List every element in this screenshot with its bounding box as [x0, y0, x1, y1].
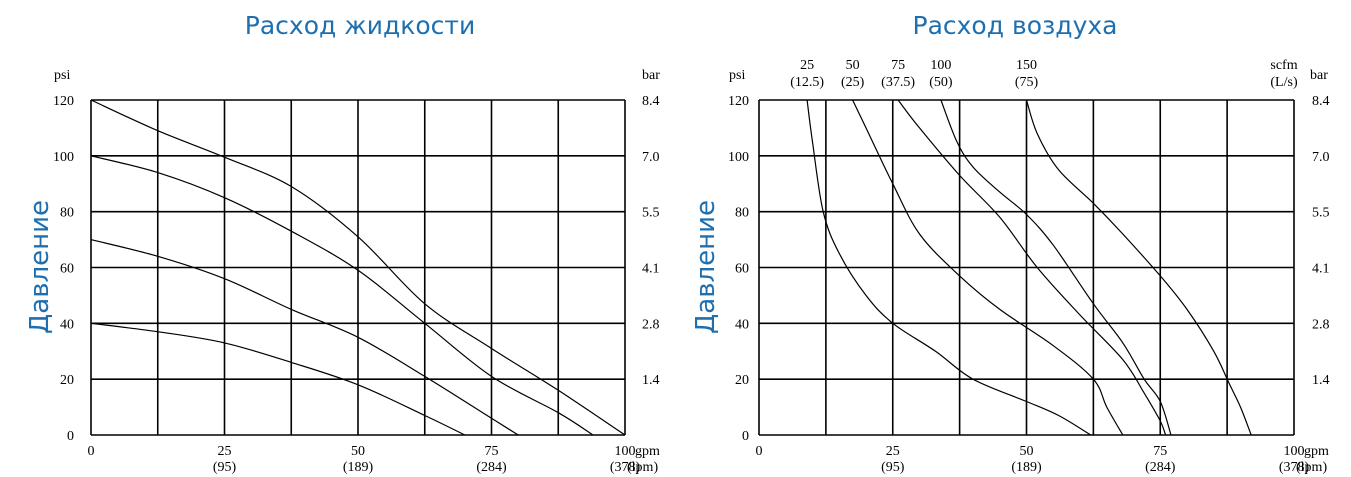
- top-curve-label: 25: [800, 58, 814, 73]
- y-tick-label: 40: [735, 317, 749, 332]
- x-tick-sublabel: (189): [343, 460, 374, 475]
- x-tick-label: 100: [615, 444, 636, 459]
- y-tick-label: 0: [742, 429, 749, 444]
- y-tick-label-right: 8.4: [642, 94, 660, 109]
- x-tick-sublabel: (95): [213, 460, 237, 475]
- y-tick-label: 80: [60, 206, 74, 221]
- y-tick-label: 60: [735, 262, 749, 277]
- series-line-3: [90, 239, 519, 436]
- x-tick-sublabel: (284): [1145, 460, 1176, 475]
- y-tick-label: 100: [728, 150, 749, 165]
- top-curve-sublabel: (50): [929, 75, 953, 90]
- top-curve-sublabel: (75): [1015, 75, 1039, 90]
- x-tick-sublabel: (378): [610, 460, 641, 475]
- top-curve-sublabel: (37.5): [881, 75, 915, 90]
- x-tick-sublabel: (95): [881, 460, 905, 475]
- x-tick-sublabel: (284): [476, 460, 507, 475]
- top-axis-unit: scfm: [1270, 58, 1297, 73]
- x-tick-label: 75: [1153, 444, 1167, 459]
- series-line-3: [897, 99, 1167, 436]
- series-line-4: [940, 99, 1172, 436]
- y-tick-label: 80: [735, 206, 749, 221]
- chart-panel-2: Расход воздуха Давление 0 20 1.4 40 2.8 60 4.1 80…: [691, 11, 1330, 475]
- top-curve-sublabel: (25): [841, 75, 865, 90]
- y-tick-label-right: 1.4: [642, 373, 660, 388]
- top-curve-label: 75: [891, 58, 905, 73]
- bottom-axis-unit: gpm: [635, 444, 660, 459]
- y-tick-label-right: 2.8: [642, 317, 660, 332]
- x-tick-label: 25: [218, 444, 232, 459]
- bottom-axis-unit-secondary: (lpm): [627, 460, 658, 475]
- series-line-2: [90, 155, 594, 436]
- y-tick-label-right: 7.0: [642, 150, 660, 165]
- y-tick-label: 20: [60, 373, 74, 388]
- top-curve-label: 100: [930, 58, 951, 73]
- x-tick-label: 75: [485, 444, 499, 459]
- y-tick-label-right: 5.5: [1312, 206, 1330, 221]
- top-axis-unit-secondary: (L/s): [1270, 75, 1298, 90]
- top-curve-sublabel: (12.5): [790, 75, 824, 90]
- y-tick-label: 20: [735, 373, 749, 388]
- x-tick-label: 25: [886, 444, 900, 459]
- chart-title: Расход воздуха: [913, 11, 1118, 40]
- y-tick-label-right: 7.0: [1312, 150, 1330, 165]
- y-axis-label: Давление: [691, 200, 721, 334]
- x-tick-sublabel: (378): [1279, 460, 1310, 475]
- x-tick-label: 100: [1284, 444, 1305, 459]
- y-tick-label: 60: [60, 262, 74, 277]
- right-axis-unit: bar: [642, 68, 660, 83]
- top-curve-label: 150: [1016, 58, 1037, 73]
- left-axis-unit: psi: [729, 68, 745, 83]
- x-tick-label: 0: [756, 444, 763, 459]
- x-tick-sublabel: (189): [1011, 460, 1042, 475]
- y-tick-label-right: 5.5: [642, 206, 660, 221]
- series-line-1: [90, 99, 626, 436]
- series-line-1: [806, 99, 1092, 436]
- y-tick-label: 120: [53, 94, 74, 109]
- top-curve-label: 50: [846, 58, 860, 73]
- chart-panel-1: Расход жидкости Давление 0 20 1.4 40 2.8 60 4.1 8…: [25, 11, 660, 475]
- y-tick-label-right: 4.1: [1312, 262, 1330, 277]
- y-tick-label-right: 4.1: [642, 262, 660, 277]
- y-tick-label: 120: [728, 94, 749, 109]
- y-tick-label: 40: [60, 317, 74, 332]
- bottom-axis-unit: gpm: [1304, 444, 1329, 459]
- right-axis-unit: bar: [1310, 68, 1328, 83]
- y-tick-label-right: 1.4: [1312, 373, 1330, 388]
- y-axis-label: Давление: [25, 200, 55, 334]
- chart-title: Расход жидкости: [245, 11, 475, 40]
- x-tick-label: 50: [351, 444, 365, 459]
- x-tick-label: 50: [1020, 444, 1034, 459]
- bottom-axis-unit-secondary: (lpm): [1296, 460, 1327, 475]
- series-line-4: [90, 322, 466, 436]
- left-axis-unit: psi: [54, 68, 70, 83]
- series-line-2: [852, 99, 1124, 436]
- series-line-5: [1025, 99, 1252, 436]
- x-tick-label: 0: [88, 444, 95, 459]
- y-tick-label: 100: [53, 150, 74, 165]
- y-tick-label-right: 2.8: [1312, 317, 1330, 332]
- y-tick-label-right: 8.4: [1312, 94, 1330, 109]
- y-tick-label: 0: [67, 429, 74, 444]
